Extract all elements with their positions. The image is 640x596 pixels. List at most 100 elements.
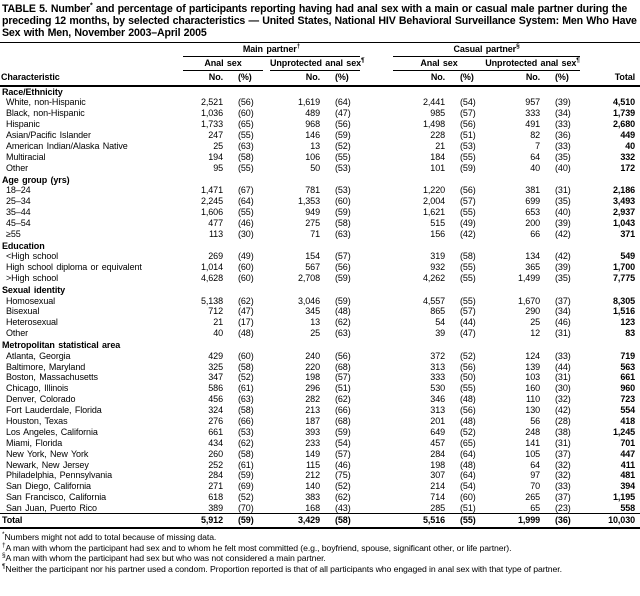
partner-group-header-row: Main partner† Casual partner§ (0, 43, 640, 57)
cell-number: 265 (525, 492, 541, 503)
cell-percent: (55) (238, 130, 254, 141)
cell-number: 228 (430, 130, 446, 141)
cell-percent: (38) (555, 426, 571, 437)
cell-number: 346 (430, 394, 446, 405)
cell-total: 1,516 (613, 306, 636, 317)
row-label: Fort Lauderdale, Florida (6, 405, 102, 416)
cell-number: 4,262 (422, 273, 446, 284)
cell-percent: (31) (555, 437, 571, 448)
cell-percent: (64) (460, 448, 476, 459)
cell-percent: (42) (555, 405, 571, 416)
section-header-row: Age group (yrs) (0, 173, 640, 185)
section-header-label: Sexual identity (2, 284, 66, 295)
row-label: 25–34 (6, 196, 31, 207)
cell-total: 960 (620, 383, 636, 394)
table-row: 45–54 477 (46) 275 (58) 515 (49) 200 (39) 1,043 (0, 218, 640, 229)
cell-percent: (33) (555, 481, 571, 492)
characteristic-column-header: Characteristic (0, 70, 183, 87)
cell-percent: (46) (238, 217, 254, 228)
cell-percent: (60) (335, 196, 351, 207)
footnote-text: A man with whom the participant had sex … (5, 553, 326, 564)
pilcrow-footnote-marker: ¶ (576, 57, 580, 65)
cell-number: 25 (213, 140, 223, 151)
table-row: Hispanic 1,733 (65) 968 (56) 1,498 (56) 491 (33)… (0, 119, 640, 130)
row-label: Baltimore, Maryland (6, 361, 86, 372)
cell-number: 1,499 (517, 273, 541, 284)
empty-header-cell (580, 43, 640, 57)
cell-total: 371 (620, 228, 636, 239)
table-row: Houston, Texas 276 (66) 187 (68) 201 (48) 56 (28… (0, 416, 640, 427)
row-label: 18–24 (6, 185, 31, 196)
cell-percent: (52) (238, 492, 254, 503)
cell-percent: (57) (460, 108, 476, 119)
footnote-marker: ¶ (2, 563, 6, 571)
cell-percent: (55) (460, 273, 476, 284)
table-row: >High school 4,628 (60) 2,708 (59) 4,262 (55) 1… (0, 273, 640, 284)
column-header-row: Characteristic No. (%) No. (%) No. (%) N… (0, 70, 640, 87)
cell-percent: (56) (460, 361, 476, 372)
cell-percent: (59) (335, 207, 351, 217)
main-partner-group-header: Main partner† (183, 43, 361, 57)
cell-percent: (55) (238, 162, 254, 173)
cell-percent: (68) (335, 361, 351, 372)
cell-number: 932 (430, 262, 446, 273)
cell-number: 21 (435, 140, 446, 151)
cell-total: 2,680 (613, 119, 636, 130)
cell-number: 124 (525, 350, 541, 361)
percent-column-header: (%) (223, 70, 263, 87)
cell-percent: (66) (335, 405, 351, 416)
cell-percent: (59) (335, 130, 351, 141)
cell-number: 149 (305, 448, 320, 459)
cell-number: 530 (430, 383, 446, 394)
cell-number: 319 (430, 251, 446, 262)
section-header-row: Education (0, 239, 640, 251)
table-row: Multiracial 194 (58) 106 (55) 184 (55) 64 (35) 33… (0, 152, 640, 163)
table-row: San Juan, Puerto Rico 389 (70) 168 (43) 285 (5… (0, 503, 640, 514)
row-label: Other (6, 328, 29, 339)
cell-number: 957 (525, 97, 541, 108)
sex-type-header-row: Anal sex Unprotected anal sex¶ Anal sex … (0, 57, 640, 71)
cell-percent: (17) (238, 317, 254, 328)
cell-percent: (47) (238, 306, 254, 317)
cell-percent: (53) (335, 162, 351, 173)
cell-percent: (65) (460, 437, 476, 448)
table-row: Homosexual 5,138 (62) 3,046 (59) 4,557 (55) 1,6… (0, 295, 640, 306)
cell-percent: (34) (555, 108, 571, 119)
cell-number: 586 (208, 383, 223, 394)
cell-percent: (42) (555, 251, 571, 262)
section-header-label: Race/Ethnicity (2, 86, 63, 97)
cell-number: 141 (525, 437, 541, 448)
table-row: San Diego, California 271 (69) 140 (52) 214 (5… (0, 481, 640, 492)
cell-number: 489 (305, 108, 320, 119)
row-label: Denver, Colorado (6, 394, 76, 405)
cell-number: 429 (208, 350, 223, 361)
cell-percent: (56) (238, 97, 254, 108)
cell-number: 781 (305, 185, 320, 196)
cell-number: 282 (305, 394, 320, 405)
cell-number: 456 (208, 394, 223, 405)
total-column-header: Total (580, 70, 640, 87)
cell-number: 333 (430, 372, 446, 383)
section-header-label: Age group (yrs) (2, 174, 70, 185)
cell-number: 985 (430, 108, 446, 119)
cell-percent: (31) (555, 372, 571, 383)
data-table: Main partner† Casual partner§ Anal sex U… (0, 43, 640, 529)
cell-percent: (64) (335, 97, 351, 108)
cell-number: 103 (525, 372, 541, 383)
cell-percent: (51) (460, 130, 476, 141)
cell-percent: (58) (320, 513, 361, 529)
cell-number: 110 (525, 394, 541, 405)
cell-total: 418 (620, 416, 636, 427)
cell-percent: (44) (555, 361, 571, 372)
cell-number: 12 (530, 328, 541, 339)
empty-header-cell (0, 43, 183, 57)
footnote-text: A man with whom the participant had sex … (5, 542, 512, 553)
cell-percent: (35) (555, 273, 571, 284)
section-header-row: Sexual identity (0, 284, 640, 296)
cell-total: 1,245 (613, 426, 636, 437)
cell-percent: (63) (238, 140, 254, 151)
number-column-header: No. (183, 70, 223, 87)
cell-number: 198 (305, 372, 320, 383)
cell-number: 248 (525, 426, 541, 437)
cell-number: 284 (430, 448, 446, 459)
